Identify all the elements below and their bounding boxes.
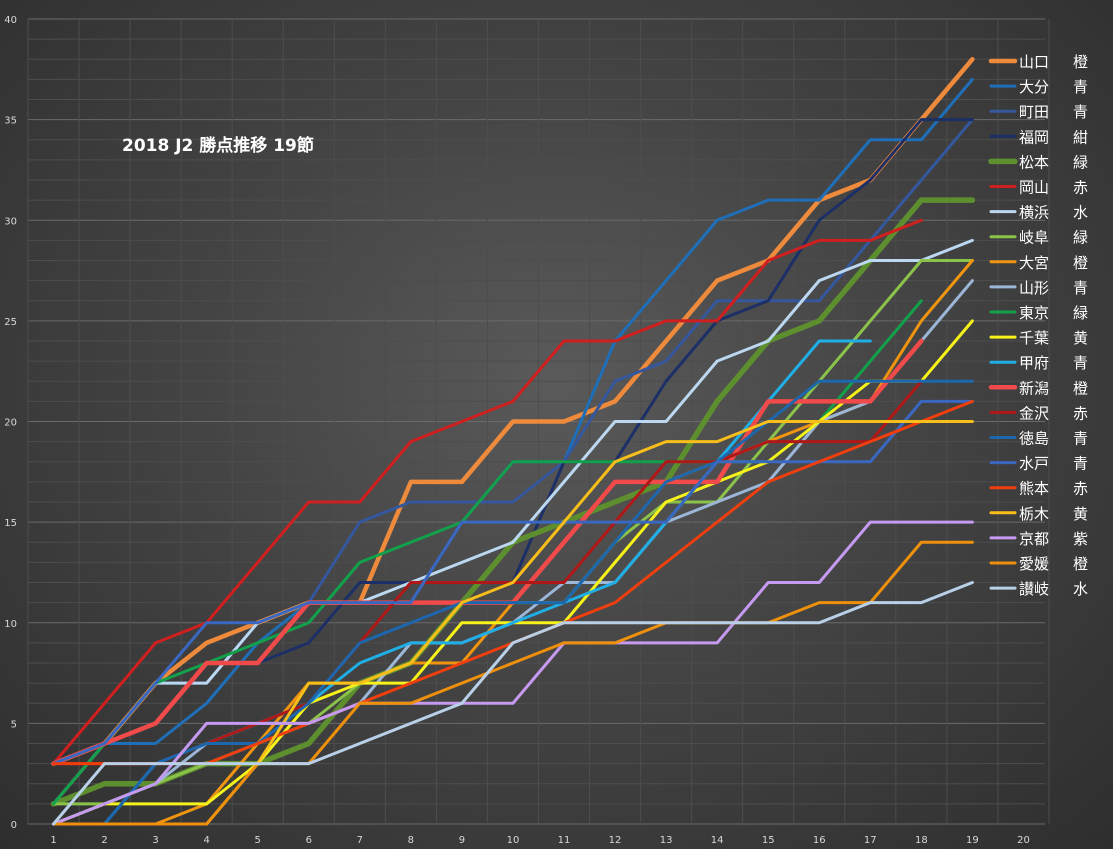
y-tick-label: 0 [11, 820, 17, 831]
series-line-22 [52, 581, 974, 826]
x-tick-label: 12 [609, 835, 622, 846]
legend-color-note: 橙 [1073, 555, 1088, 573]
legend-label: 愛媛 [1019, 555, 1049, 573]
legend-color-note: 青 [1073, 78, 1088, 96]
legend-color-note: 橙 [1073, 53, 1088, 71]
legend-label: 松本 [1019, 153, 1049, 171]
x-tick-label: 4 [203, 835, 209, 846]
x-tick-label: 3 [152, 835, 158, 846]
legend-color-note: 黄 [1073, 505, 1088, 523]
chart-title: 2018 J2 勝点推移 19節 [122, 135, 314, 156]
legend-color-note: 赤 [1073, 404, 1088, 422]
legend-color-note: 緑 [1073, 304, 1088, 322]
legend-label: 岐阜 [1019, 229, 1049, 247]
series-line-7 [52, 238, 974, 806]
legend-label: 甲府 [1019, 354, 1049, 372]
series-line-6 [52, 218, 923, 766]
x-tick-label: 1 [50, 835, 56, 846]
x-tick-label: 19 [966, 835, 979, 846]
legend-label: 熊本 [1019, 480, 1049, 498]
y-tick-label: 15 [4, 518, 17, 529]
legend-label: 東京 [1019, 304, 1049, 322]
series-line-1 [51, 57, 975, 766]
legend-label: 大分 [1019, 78, 1049, 96]
x-tick-label: 13 [660, 835, 673, 846]
series-line-21 [52, 540, 974, 826]
x-tick-label: 14 [711, 835, 724, 846]
y-tick-label: 5 [11, 719, 17, 730]
y-tick-label: 40 [4, 15, 17, 26]
x-tick-label: 20 [1017, 835, 1030, 846]
legend-color-note: 橙 [1073, 254, 1088, 272]
legend-color-note: 紺 [1073, 128, 1088, 146]
y-tick-label: 35 [4, 116, 17, 127]
legend-color-note: 橙 [1073, 379, 1088, 397]
x-tick-label: 7 [357, 835, 363, 846]
legend-color-note: 青 [1073, 430, 1088, 448]
legend-label: 山口 [1019, 53, 1049, 71]
x-tick-label: 15 [762, 835, 775, 846]
y-tick-label: 20 [4, 418, 17, 429]
x-tick-label: 18 [915, 835, 928, 846]
legend-color-note: 青 [1073, 279, 1088, 297]
x-tick-label: 9 [459, 835, 465, 846]
y-tick-label: 30 [4, 216, 17, 227]
legend-label: 讃岐 [1019, 580, 1049, 598]
legend-color-note: 緑 [1073, 229, 1088, 247]
legend-color-note: 青 [1073, 455, 1088, 473]
legend-label: 横浜 [1019, 204, 1049, 222]
legend-color-note: 緑 [1073, 153, 1088, 171]
legend-label: 水戸 [1019, 455, 1049, 473]
legend-color-note: 赤 [1073, 480, 1088, 498]
x-tick-label: 11 [558, 835, 571, 846]
legend: 山口 橙大分 青町田 青福岡 紺松本 緑岡山 赤横浜 水岐阜 緑大宮 橙山形 青東京 緑千葉 黄甲府 青新… [988, 53, 1088, 598]
series-line-20 [52, 520, 974, 826]
legend-color-note: 紫 [1073, 530, 1088, 548]
legend-label: 山形 [1019, 279, 1049, 297]
legend-label: 岡山 [1019, 179, 1049, 197]
legend-color-note: 青 [1073, 354, 1088, 372]
legend-label: 金沢 [1019, 404, 1049, 422]
legend-label: 栃木 [1019, 505, 1049, 523]
x-tick-label: 8 [408, 835, 414, 846]
legend-color-note: 赤 [1073, 179, 1088, 197]
legend-label: 徳島 [1019, 430, 1049, 448]
x-tick-label: 16 [813, 835, 826, 846]
x-axis-ticks: 1 2 3 4 5 6 7 8 9 10 11 12 13 14 15 16 17 18 19 20 [50, 835, 1030, 846]
y-tick-label: 10 [4, 619, 17, 630]
x-tick-label: 5 [255, 835, 261, 846]
x-tick-label: 6 [306, 835, 312, 846]
legend-label: 京都 [1019, 530, 1049, 548]
legend-color-note: 水 [1073, 204, 1088, 222]
y-tick-label: 25 [4, 317, 17, 328]
x-tick-label: 10 [507, 835, 520, 846]
legend-color-note: 青 [1073, 103, 1088, 121]
legend-color-note: 水 [1073, 580, 1088, 598]
legend-label: 大宮 [1019, 254, 1049, 272]
series-line-16 [52, 379, 974, 826]
legend-color-note: 黄 [1073, 329, 1088, 347]
x-tick-label: 17 [864, 835, 877, 846]
legend-label: 福岡 [1019, 128, 1049, 146]
legend-label: 千葉 [1019, 329, 1049, 347]
series-lines [50, 57, 976, 826]
legend-label: 新潟 [1019, 379, 1049, 397]
y-axis-ticks: 0 5 10 15 20 25 30 35 40 [4, 15, 17, 831]
legend-label: 町田 [1019, 103, 1049, 121]
x-tick-label: 2 [101, 835, 107, 846]
